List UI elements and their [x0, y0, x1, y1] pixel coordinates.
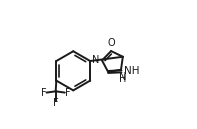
- Text: F: F: [41, 88, 47, 98]
- Text: NH: NH: [125, 66, 140, 76]
- Text: F: F: [53, 98, 59, 108]
- Text: O: O: [108, 38, 115, 48]
- Text: H: H: [119, 74, 126, 84]
- Text: F: F: [65, 88, 70, 98]
- Text: N: N: [92, 55, 99, 65]
- Text: N: N: [119, 72, 126, 82]
